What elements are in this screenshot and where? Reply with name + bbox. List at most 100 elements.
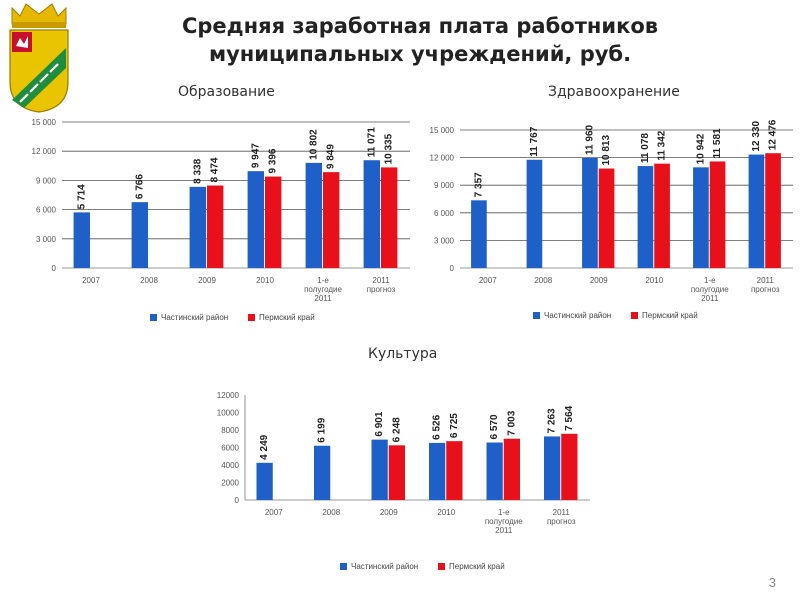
data-label: 7 263 — [547, 408, 558, 433]
data-label: 10 802 — [308, 129, 319, 160]
bar — [73, 212, 90, 268]
x-tick-label-line: прогноз — [751, 285, 780, 294]
x-tick-label-line: 2009 — [198, 276, 216, 285]
x-tick-label: 2010 — [256, 276, 274, 285]
bar — [371, 439, 388, 500]
bar — [256, 462, 273, 500]
legend-swatch — [150, 314, 157, 321]
chart-education: 15 000 12 000 9 000 6 000 3 000 0 5 714 2007 6 7… — [32, 118, 410, 322]
chart-title-culture: Культура — [368, 346, 438, 362]
legend-swatch — [248, 314, 255, 321]
data-label: 7 003 — [506, 410, 517, 435]
data-label: 4 249 — [259, 434, 270, 459]
y-tick-label: 0 — [235, 496, 240, 505]
bar — [363, 160, 380, 268]
legend-label: Пермский край — [642, 311, 698, 320]
y-tick-label: 3 000 — [434, 236, 455, 245]
data-label: 6 725 — [449, 413, 460, 438]
legend-swatch — [533, 312, 540, 319]
x-tick-label: 2008 — [140, 276, 158, 285]
legend-swatch — [631, 312, 638, 319]
y-tick-label: 9 000 — [36, 176, 57, 185]
bar — [446, 441, 463, 500]
x-tick-label: 2007 — [265, 508, 283, 517]
x-tick-label-line: 1-е — [498, 508, 510, 517]
bar — [765, 153, 781, 268]
bar — [561, 433, 578, 500]
bar — [637, 166, 654, 268]
legend-label: Пермский край — [449, 562, 505, 571]
x-tick-label-line: 2011 — [701, 294, 719, 303]
data-label: 6 526 — [432, 414, 443, 439]
data-label: 6 248 — [391, 417, 402, 442]
y-tick-label: 10000 — [217, 409, 240, 418]
legend-label: Частинский район — [544, 311, 611, 320]
y-tick-label: 9 000 — [434, 181, 455, 190]
chart-title-education: Образование — [178, 84, 275, 100]
x-tick-label: 2008 — [322, 508, 340, 517]
bar — [314, 445, 331, 500]
bar — [429, 442, 446, 500]
bar — [381, 167, 398, 268]
chart-healthcare: 15 000 12 000 9 000 6 000 3 000 0 7 357 2007 11 … — [430, 119, 793, 320]
data-label: 11 078 — [640, 133, 651, 163]
page-title: Средняя заработная плата работников муни… — [110, 12, 730, 68]
data-label: 10 942 — [695, 133, 706, 164]
x-tick-label-line: 2007 — [265, 508, 283, 517]
x-tick-label-line: прогноз — [367, 285, 396, 294]
x-tick-label: 1-е полугодие 2011 — [304, 276, 342, 303]
x-tick-label-line: 2009 — [380, 508, 398, 517]
chart-culture: 12000 10000 8000 6000 4000 2000 0 4 249 2007 6 19… — [217, 391, 590, 571]
data-label: 6 570 — [489, 414, 500, 439]
data-label: 5 714 — [76, 184, 87, 209]
bar — [503, 438, 520, 500]
bar — [486, 442, 503, 500]
data-label: 9 396 — [268, 148, 279, 173]
bar — [305, 162, 322, 268]
bar — [265, 176, 282, 268]
x-tick-label-line: 2011 — [553, 508, 571, 517]
y-tick-label: 3 000 — [36, 235, 57, 244]
legend-label: Частинский район — [161, 313, 228, 322]
y-tick-label: 12 000 — [32, 147, 57, 156]
data-label: 11 767 — [529, 126, 540, 156]
x-tick-label-line: полугодие — [304, 285, 342, 294]
y-tick-label: 6000 — [221, 444, 239, 453]
x-tick-label-line: 2011 — [314, 294, 332, 303]
bar — [748, 154, 765, 268]
y-tick-label: 15 000 — [32, 118, 57, 127]
x-tick-label-line: 2009 — [590, 276, 608, 285]
x-tick-label: 2011 прогноз — [367, 276, 396, 294]
x-tick-label: 2010 — [437, 508, 455, 517]
crown-icon — [11, 3, 67, 28]
data-label: 9 849 — [326, 144, 337, 169]
y-tick-label: 0 — [450, 264, 455, 273]
data-label: 11 342 — [657, 130, 668, 160]
bar — [693, 167, 709, 268]
x-tick-label-line: 2008 — [534, 276, 552, 285]
data-label: 9 947 — [250, 143, 261, 168]
y-tick-label: 12000 — [217, 391, 240, 400]
x-tick-label-line: 2011 — [757, 276, 775, 285]
x-tick-label-line: 2007 — [479, 276, 497, 285]
x-tick-label: 2011 прогноз — [751, 276, 780, 294]
x-tick-label: 2011 прогноз — [547, 508, 576, 526]
bar — [598, 168, 615, 268]
y-tick-label: 2000 — [221, 479, 239, 488]
data-label: 11 581 — [712, 128, 723, 158]
page-title-line2: муниципальных учреждений, руб. — [208, 42, 632, 66]
x-tick-label-line: 2010 — [645, 276, 663, 285]
data-label: 12 476 — [768, 119, 779, 150]
y-tick-label: 6 000 — [36, 206, 57, 215]
bar — [131, 202, 148, 268]
data-label: 10 813 — [601, 134, 612, 165]
x-tick-label-line: 2008 — [140, 276, 158, 285]
bar — [247, 171, 264, 268]
y-tick-label: 12 000 — [430, 154, 455, 163]
y-tick-label: 6 000 — [434, 209, 455, 218]
x-tick-label-line: полугодие — [691, 285, 729, 294]
x-tick-label: 2008 — [534, 276, 552, 285]
bar — [654, 163, 670, 268]
x-tick-label: 1-е полугодие 2011 — [691, 276, 729, 303]
page-title-line1: Средняя заработная плата работников — [181, 14, 659, 38]
